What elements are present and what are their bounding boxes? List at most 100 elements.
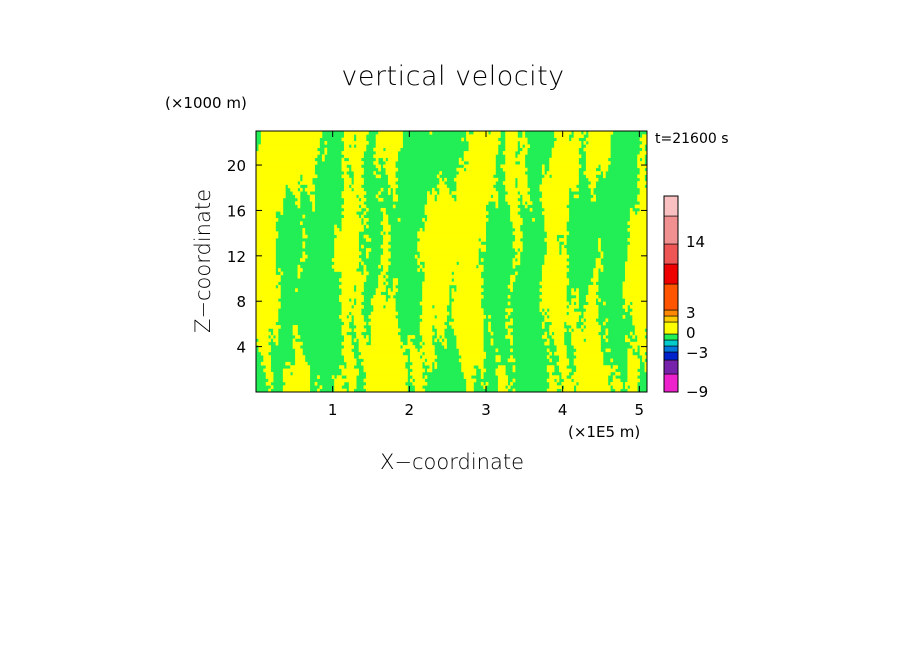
positive-velocity-cell	[356, 325, 364, 329]
positive-velocity-cell	[285, 381, 311, 386]
positive-velocity-cell	[295, 201, 301, 205]
positive-velocity-cell	[541, 268, 570, 272]
positive-velocity-cell	[480, 368, 487, 373]
positive-velocity-cell	[519, 141, 528, 145]
positive-velocity-cell	[375, 134, 403, 138]
positive-velocity-cell	[603, 174, 606, 179]
positive-velocity-cell	[573, 361, 604, 366]
positive-velocity-cell	[419, 315, 435, 319]
positive-velocity-cell	[625, 385, 628, 389]
positive-velocity-cell	[380, 258, 389, 262]
positive-velocity-cell	[392, 197, 399, 202]
positive-velocity-cell	[378, 191, 381, 195]
positive-velocity-cell	[625, 381, 638, 386]
positive-velocity-cell	[554, 144, 582, 149]
positive-velocity-cell	[385, 147, 401, 152]
positive-velocity-cell	[639, 201, 648, 205]
positive-velocity-cell	[544, 315, 548, 319]
positive-velocity-cell	[522, 201, 526, 205]
positive-velocity-cell	[422, 308, 447, 312]
positive-velocity-cell	[256, 331, 271, 336]
positive-velocity-cell	[424, 341, 433, 346]
positive-velocity-cell	[546, 368, 555, 373]
positive-velocity-cell	[334, 244, 359, 249]
positive-velocity-cell	[466, 381, 474, 386]
positive-velocity-cell	[341, 328, 352, 333]
positive-velocity-cell	[292, 325, 298, 329]
positive-velocity-cell	[563, 241, 567, 246]
positive-velocity-cell	[585, 137, 611, 142]
positive-velocity-cell	[341, 291, 362, 296]
positive-velocity-cell	[375, 141, 403, 145]
positive-velocity-cell	[436, 315, 447, 319]
positive-velocity-cell	[642, 141, 648, 145]
positive-velocity-cell	[334, 224, 337, 229]
positive-velocity-cell	[512, 221, 523, 225]
positive-velocity-cell	[365, 388, 408, 393]
positive-velocity-cell	[441, 341, 447, 346]
positive-velocity-cell	[627, 358, 640, 363]
positive-velocity-cell	[627, 368, 638, 373]
positive-velocity-cell	[644, 368, 648, 373]
positive-velocity-cell	[639, 348, 648, 353]
positive-velocity-cell	[544, 258, 567, 262]
positive-velocity-cell	[346, 361, 357, 366]
colorbar-segment	[663, 195, 679, 217]
positive-velocity-cell	[299, 181, 313, 185]
positive-velocity-cell	[576, 301, 579, 306]
positive-velocity-cell	[571, 291, 579, 296]
positive-velocity-cell	[336, 234, 359, 239]
positive-velocity-cell	[314, 381, 318, 386]
positive-velocity-cell	[615, 371, 621, 376]
positive-velocity-cell	[461, 368, 477, 373]
positive-velocity-cell	[583, 328, 601, 333]
positive-velocity-cell	[268, 378, 274, 383]
positive-velocity-cell	[541, 298, 567, 302]
positive-velocity-cell	[505, 335, 513, 339]
positive-velocity-cell	[422, 338, 433, 343]
positive-velocity-cell	[551, 321, 565, 326]
positive-velocity-cell	[429, 131, 433, 135]
positive-velocity-cell	[573, 371, 611, 376]
positive-velocity-cell	[256, 294, 281, 299]
positive-velocity-cell	[392, 284, 396, 289]
positive-velocity-cell	[544, 331, 548, 336]
colorbar-segment	[663, 351, 679, 361]
positive-velocity-cell	[505, 325, 508, 329]
positive-velocity-cell	[256, 274, 281, 279]
positive-velocity-cell	[387, 187, 391, 192]
positive-velocity-cell	[625, 335, 628, 339]
positive-velocity-cell	[307, 184, 315, 189]
positive-velocity-cell	[512, 264, 516, 269]
positive-velocity-cell	[512, 368, 516, 373]
positive-velocity-cell	[546, 355, 550, 359]
positive-velocity-cell	[585, 144, 611, 149]
positive-velocity-cell	[627, 238, 648, 242]
positive-velocity-cell	[497, 378, 509, 383]
positive-velocity-cell	[495, 204, 499, 209]
positive-velocity-cell	[365, 375, 408, 379]
positive-velocity-cell	[256, 298, 279, 302]
positive-velocity-cell	[598, 238, 601, 242]
positive-velocity-cell	[571, 298, 579, 302]
positive-velocity-cell	[343, 214, 359, 219]
positive-velocity-cell	[568, 311, 582, 316]
positive-velocity-cell	[573, 378, 609, 383]
x-tick-label: 5	[635, 401, 645, 419]
positive-velocity-cell	[385, 161, 396, 165]
positive-velocity-cell	[436, 197, 455, 202]
positive-velocity-cell	[556, 361, 570, 366]
positive-velocity-cell	[341, 157, 345, 162]
positive-velocity-cell	[409, 365, 423, 369]
positive-velocity-cell	[507, 311, 511, 316]
positive-velocity-cell	[297, 268, 303, 272]
positive-velocity-cell	[409, 358, 425, 363]
positive-velocity-cell	[510, 318, 513, 323]
positive-velocity-cell	[343, 207, 362, 212]
positive-velocity-cell	[356, 288, 364, 292]
colorbar-label: −9	[686, 383, 708, 401]
positive-velocity-cell	[632, 321, 648, 326]
positive-velocity-cell	[358, 338, 369, 343]
positive-velocity-cell	[488, 328, 491, 333]
